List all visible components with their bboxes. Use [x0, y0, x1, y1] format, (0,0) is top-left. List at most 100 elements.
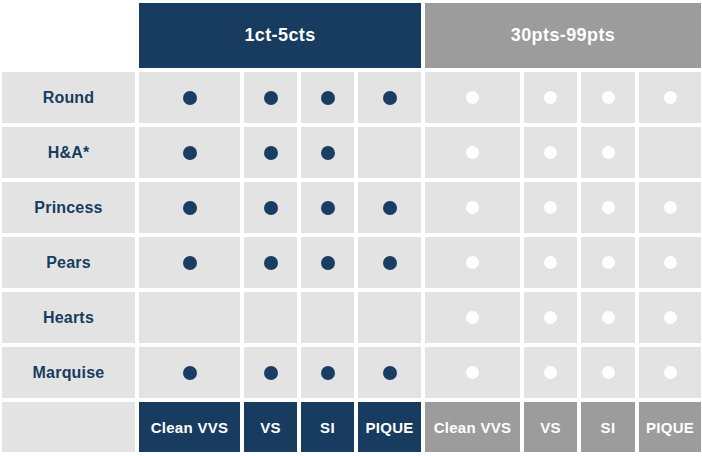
- availability-dot: [383, 366, 397, 380]
- cell-marquise-1ct-5cts-clean-vvs: [139, 347, 240, 398]
- cell-marquise-30pts-99pts-vs: [524, 347, 577, 398]
- availability-dot: [466, 311, 479, 324]
- clarity-header-30pts-99pts-pique: PIQUE: [639, 402, 701, 452]
- availability-dot: [544, 256, 557, 269]
- availability-dot: [183, 91, 197, 105]
- cell-hearts-1ct-5cts-vs: [244, 292, 297, 343]
- cell-marquise-30pts-99pts-pique: [639, 347, 701, 398]
- cell-marquise-1ct-5cts-vs: [244, 347, 297, 398]
- cell-round-30pts-99pts-clean-vvs: [425, 72, 520, 123]
- cell-marquise-30pts-99pts-si: [581, 347, 635, 398]
- availability-dot: [664, 201, 677, 214]
- availability-dot: [183, 146, 197, 160]
- cell-h-a-1ct-5cts-pique: [358, 127, 421, 178]
- availability-dot: [264, 91, 278, 105]
- row-label-princess: Princess: [2, 182, 135, 233]
- availability-dot: [321, 256, 335, 270]
- availability-dot: [321, 366, 335, 380]
- cell-pears-1ct-5cts-vs: [244, 237, 297, 288]
- bottom-left-spacer: [2, 402, 135, 452]
- cell-h-a-30pts-99pts-clean-vvs: [425, 127, 520, 178]
- cell-hearts-30pts-99pts-vs: [524, 292, 577, 343]
- clarity-header-30pts-99pts-clean-vvs: Clean VVS: [425, 402, 520, 452]
- cell-round-1ct-5cts-si: [301, 72, 354, 123]
- header-group-30pts-99pts: 30pts-99pts: [425, 3, 701, 68]
- row-label-round: Round: [2, 72, 135, 123]
- cell-hearts-1ct-5cts-pique: [358, 292, 421, 343]
- availability-dot: [664, 256, 677, 269]
- cell-pears-1ct-5cts-pique: [358, 237, 421, 288]
- availability-dot: [466, 91, 479, 104]
- availability-dot: [383, 91, 397, 105]
- availability-dot: [544, 311, 557, 324]
- cell-h-a-1ct-5cts-clean-vvs: [139, 127, 240, 178]
- cell-round-1ct-5cts-vs: [244, 72, 297, 123]
- cell-h-a-1ct-5cts-si: [301, 127, 354, 178]
- cell-pears-1ct-5cts-clean-vvs: [139, 237, 240, 288]
- availability-dot: [466, 201, 479, 214]
- clarity-header-30pts-99pts-si: SI: [581, 402, 635, 452]
- availability-dot: [466, 366, 479, 379]
- availability-dot: [602, 256, 615, 269]
- availability-dot: [664, 366, 677, 379]
- availability-dot: [321, 201, 335, 215]
- cell-pears-1ct-5cts-si: [301, 237, 354, 288]
- availability-dot: [183, 256, 197, 270]
- clarity-header-1ct-5cts-si: SI: [301, 402, 354, 452]
- clarity-header-1ct-5cts-pique: PIQUE: [358, 402, 421, 452]
- cell-princess-1ct-5cts-pique: [358, 182, 421, 233]
- row-label-pears: Pears: [2, 237, 135, 288]
- cell-princess-30pts-99pts-clean-vvs: [425, 182, 520, 233]
- availability-dot: [602, 146, 615, 159]
- cell-hearts-30pts-99pts-clean-vvs: [425, 292, 520, 343]
- cell-round-1ct-5cts-clean-vvs: [139, 72, 240, 123]
- availability-dot: [602, 311, 615, 324]
- availability-dot: [544, 366, 557, 379]
- availability-dot: [602, 201, 615, 214]
- cell-hearts-30pts-99pts-pique: [639, 292, 701, 343]
- cell-hearts-1ct-5cts-clean-vvs: [139, 292, 240, 343]
- availability-dot: [321, 91, 335, 105]
- cell-princess-1ct-5cts-vs: [244, 182, 297, 233]
- availability-dot: [264, 201, 278, 215]
- cell-h-a-30pts-99pts-si: [581, 127, 635, 178]
- cell-princess-30pts-99pts-vs: [524, 182, 577, 233]
- availability-dot: [466, 256, 479, 269]
- cell-pears-30pts-99pts-pique: [639, 237, 701, 288]
- cell-marquise-1ct-5cts-pique: [358, 347, 421, 398]
- availability-dot: [466, 146, 479, 159]
- availability-dot: [321, 146, 335, 160]
- availability-dot: [264, 366, 278, 380]
- availability-dot: [264, 146, 278, 160]
- cell-princess-1ct-5cts-clean-vvs: [139, 182, 240, 233]
- header-group-1ct-5cts: 1ct-5cts: [139, 3, 421, 68]
- availability-dot: [544, 201, 557, 214]
- cell-round-30pts-99pts-vs: [524, 72, 577, 123]
- availability-dot: [383, 256, 397, 270]
- availability-dot: [183, 366, 197, 380]
- cell-round-30pts-99pts-si: [581, 72, 635, 123]
- availability-dot: [664, 311, 677, 324]
- availability-dot: [664, 91, 677, 104]
- availability-dot: [602, 366, 615, 379]
- cell-round-30pts-99pts-pique: [639, 72, 701, 123]
- cell-pears-30pts-99pts-vs: [524, 237, 577, 288]
- cell-princess-30pts-99pts-pique: [639, 182, 701, 233]
- availability-dot: [544, 146, 557, 159]
- availability-dot: [264, 256, 278, 270]
- cell-h-a-30pts-99pts-pique: [639, 127, 701, 178]
- availability-dot: [544, 91, 557, 104]
- cell-hearts-30pts-99pts-si: [581, 292, 635, 343]
- row-label-h-a: H&A*: [2, 127, 135, 178]
- cell-pears-30pts-99pts-si: [581, 237, 635, 288]
- cell-princess-30pts-99pts-si: [581, 182, 635, 233]
- cell-marquise-1ct-5cts-si: [301, 347, 354, 398]
- cell-h-a-30pts-99pts-vs: [524, 127, 577, 178]
- cell-princess-1ct-5cts-si: [301, 182, 354, 233]
- cell-round-1ct-5cts-pique: [358, 72, 421, 123]
- cell-pears-30pts-99pts-clean-vvs: [425, 237, 520, 288]
- cell-marquise-30pts-99pts-clean-vvs: [425, 347, 520, 398]
- clarity-header-1ct-5cts-vs: VS: [244, 402, 297, 452]
- cell-hearts-1ct-5cts-si: [301, 292, 354, 343]
- clarity-header-30pts-99pts-vs: VS: [524, 402, 577, 452]
